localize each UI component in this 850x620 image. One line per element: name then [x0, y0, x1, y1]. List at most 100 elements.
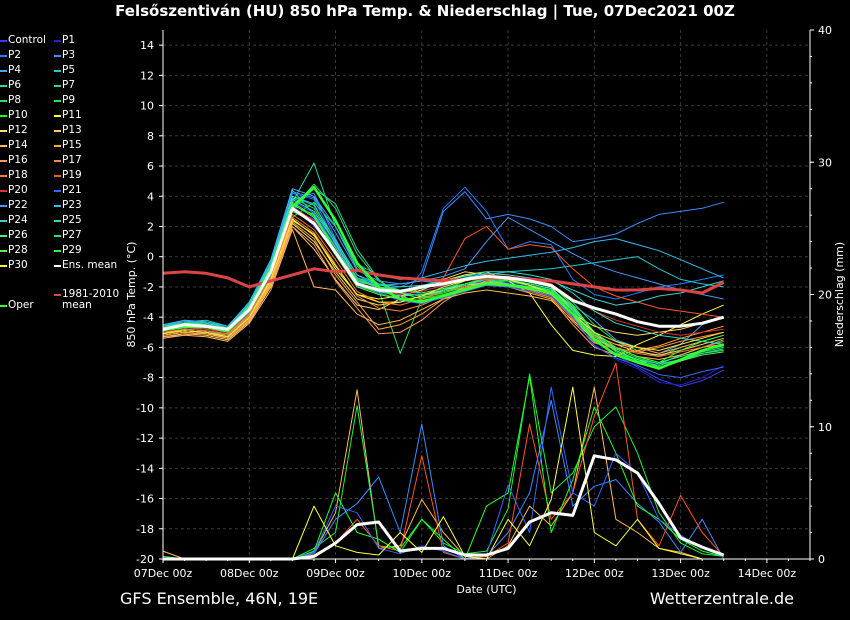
legend-label: P29	[62, 244, 82, 256]
legend-label: P14	[8, 139, 28, 151]
legend-label: P23	[62, 199, 82, 211]
y2-tick-label: 20	[818, 289, 832, 302]
series-p5-temp	[162, 189, 724, 327]
y-axis-label: 850 hPa Temp. (°C)	[125, 242, 138, 348]
y-tick-label: 0	[147, 251, 154, 264]
legend-label: P30	[8, 259, 28, 271]
legend-swatch	[0, 130, 7, 132]
series-p19-precip	[163, 362, 725, 560]
series-p11-precip	[163, 386, 724, 560]
legend-swatch	[0, 220, 7, 222]
ticks: 14121086420-2-4-6-8-10-12-14-16-18-2007D…	[125, 24, 846, 596]
x-tick-label: 13Dec 00z	[651, 567, 710, 580]
x-tick-label: 12Dec 00z	[565, 567, 624, 580]
legend-swatch	[54, 190, 61, 192]
legend-label: P18	[8, 169, 28, 181]
legend-label: P19	[62, 169, 82, 181]
y-tick-label: 4	[147, 190, 154, 203]
legend-label: P26	[8, 229, 28, 241]
legend-swatch	[0, 145, 7, 147]
legend-swatch	[54, 55, 61, 57]
x-tick-label: 08Dec 00z	[220, 567, 279, 580]
site-credit: Wetterzentrale.de	[649, 589, 794, 608]
y-tick-label: 2	[147, 220, 154, 233]
legend-swatch	[54, 265, 61, 267]
y2-tick-label: 30	[818, 156, 832, 169]
legend-swatch	[54, 250, 61, 252]
legend-swatch	[54, 175, 61, 177]
legend-label: P5	[62, 64, 76, 76]
y-tick-label: 12	[140, 69, 154, 82]
y-tick-label: -12	[136, 432, 154, 445]
y-tick-label: 10	[140, 100, 154, 113]
legend-label: P25	[62, 214, 82, 226]
legend-label: P15	[62, 139, 82, 151]
series-p2-precip	[162, 373, 724, 560]
y2-axis-label: Niederschlag (mm)	[833, 242, 846, 347]
legend-swatch	[54, 100, 61, 102]
legend-swatch	[54, 40, 61, 42]
y2-tick-label: 0	[818, 553, 825, 566]
series-p6-temp	[162, 162, 724, 365]
legend-swatch	[54, 70, 61, 72]
legend-swatch	[0, 115, 7, 117]
y-tick-label: -4	[143, 311, 154, 324]
y2-tick-label: 10	[818, 421, 832, 434]
legend-label: P27	[62, 229, 82, 241]
legend-label: P20	[8, 184, 28, 196]
legend-swatch	[0, 70, 7, 72]
legend-swatch	[0, 160, 7, 162]
y-tick-label: -6	[143, 341, 154, 354]
precip-series-group	[162, 362, 725, 561]
series-p3-precip	[163, 399, 725, 560]
legend-swatch	[0, 305, 7, 307]
legend-swatch	[0, 265, 7, 267]
legend-label: Control	[8, 34, 46, 46]
series-p21-precip	[163, 386, 724, 560]
legend-swatch	[0, 250, 7, 252]
legend-label: 1981-2010	[62, 288, 120, 300]
y-tick-label: 14	[140, 39, 154, 52]
series-p23-temp	[162, 188, 724, 327]
y-tick-label: -2	[143, 281, 154, 294]
x-axis-label: Date (UTC)	[456, 583, 516, 596]
y-tick-label: -20	[136, 553, 154, 566]
legend-label: P3	[62, 49, 76, 61]
legend-label: P28	[8, 244, 28, 256]
legend-swatch	[54, 220, 61, 222]
legend-swatch	[0, 205, 7, 207]
legend-swatch	[0, 100, 7, 102]
series-p30-temp	[162, 218, 724, 351]
legend-swatch	[0, 85, 7, 87]
chart-title: Felsőszentiván (HU) 850 hPa Temp. & Nied…	[115, 2, 735, 20]
y-tick-label: -10	[136, 402, 154, 415]
legend-swatch	[0, 235, 7, 237]
legend-label: P1	[62, 34, 76, 46]
legend-label: P13	[62, 124, 82, 136]
series-p16-temp	[162, 226, 724, 354]
x-tick-label: 11Dec 00z	[479, 567, 538, 580]
legend-label: P16	[8, 154, 28, 166]
legend-label: P8	[8, 94, 22, 106]
legend-swatch	[54, 145, 61, 147]
legend-label: P24	[8, 214, 28, 226]
x-tick-label: 14Dec 00z	[738, 567, 797, 580]
legend-swatch	[54, 130, 61, 132]
legend-swatch	[54, 85, 61, 87]
y2-tick-label: 40	[818, 24, 832, 37]
y-tick-label: -14	[136, 462, 154, 475]
legend-label: P10	[8, 109, 28, 121]
series-p15-temp	[162, 221, 724, 356]
series-p16-precip	[162, 386, 724, 560]
legend-label: P7	[62, 79, 76, 91]
legend-label: Oper	[8, 299, 34, 311]
legend-label: Ens. mean	[62, 259, 118, 271]
legend-label: mean	[62, 299, 92, 311]
legend-swatch	[54, 115, 61, 117]
y-tick-label: -16	[136, 493, 154, 506]
y-tick-label: 8	[147, 130, 154, 143]
legend-swatch	[54, 294, 61, 296]
legend-label: P17	[62, 154, 82, 166]
legend-label: P22	[8, 199, 28, 211]
legend-label: P12	[8, 124, 28, 136]
